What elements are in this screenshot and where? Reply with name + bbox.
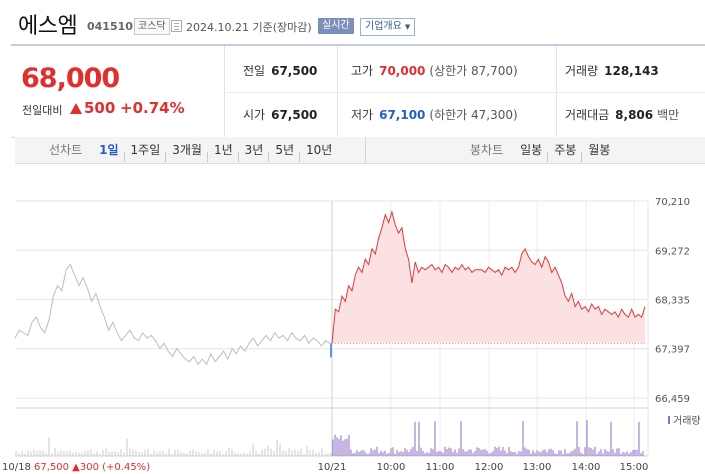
chevron-down-icon: ▼ [404,23,411,31]
volume-legend-swatch [668,416,670,424]
x-tick-label: 10/21 [318,462,347,473]
volume-legend-label: 거래량 [673,415,701,427]
x-tick-label: 14:00 [572,462,601,473]
change-label: 전일대비 [22,104,63,117]
y-tick-label: 67,397 [655,345,690,356]
candle-chart-title: 봉차트 [470,143,504,157]
line-tab-4[interactable]: 3년 [239,143,270,157]
trade-amount: 거래대금 8,806 백만 [565,108,680,122]
candle-tab-1[interactable]: 주봉 [548,143,582,157]
line-tab-1[interactable]: 1주일 [125,143,167,157]
line-tab-3[interactable]: 1년 [208,143,239,157]
y-tick-label: 69,272 [655,246,690,257]
y-tick-label: 70,210 [655,197,690,208]
line-tab-6[interactable]: 10년 [300,143,338,157]
line-tab-5[interactable]: 5년 [269,143,300,157]
today-line [331,210,646,344]
y-tick-label: 66,459 [655,394,690,405]
change-percent: +0.74% [120,99,185,117]
chart-tabbar: 선차트 1일 1주일 3개월 1년 3년 5년 10년 봉차트 일봉 주봉 월봉 [15,137,705,164]
open-price: 시가 67,500 [243,108,318,122]
x-tick-label: 12:00 [475,462,504,473]
market-badge: 코스닥 [134,18,170,35]
low-price: 저가 67,100 (하한가 47,300) [351,108,518,122]
line-chart-tabs: 선차트 1일 1주일 3개월 1년 3년 5년 10년 [49,137,338,164]
realtime-button[interactable]: 실시간 [318,18,354,34]
candle-tab-0[interactable]: 일봉 [520,143,543,157]
change-amount: 500 [70,99,115,117]
current-price-box: 68,000 전일대비 500 +0.74% [11,46,225,138]
quote-date: 2024.10.21 기준(장마감) [186,21,312,34]
line-chart-title: 선차트 [49,143,83,157]
line-tab-0[interactable]: 1일 [99,143,119,157]
volume: 거래량 128,143 [565,64,659,78]
prev-day-line [14,263,331,366]
candle-chart-tabs: 봉차트 일봉 주봉 월봉 [470,137,616,164]
stock-name: 에스엠 [18,14,78,39]
x-tick-label: 15:00 [620,462,649,473]
prev-day-caption: 10/18 67,500 ▲300 (+0.45%) [2,462,150,473]
x-tick-label: 11:00 [426,462,455,473]
prev-close: 전일 67,500 [243,64,318,78]
candle-tab-2[interactable]: 월봉 [582,143,616,157]
stock-header: 에스엠 041510 코스닥 2024.10.21 기준(장마감) 실시간 기업… [0,0,705,44]
calendar-icon [171,20,182,32]
today-area [332,212,645,344]
x-tick-label: 10:00 [377,462,406,473]
price-stats: 전일 67,500 시가 67,500 고가 70,000 (상한가 87,700) 저… [226,46,705,138]
price-summary: 68,000 전일대비 500 +0.74% 전일 67,500 시가 67,500… [11,44,705,138]
intraday-chart: 70,210 69,272 68,335 67,397 66,459 10/21 10:00… [0,164,705,474]
high-price: 고가 70,000 (상한가 87,700) [351,64,518,78]
price-chart-svg: 70,210 69,272 68,335 67,397 66,459 10/21 10:00… [2,197,701,473]
stock-code: 041510 [87,20,133,33]
y-tick-label: 68,335 [655,295,690,306]
up-triangle-icon [70,103,82,114]
current-price: 68,000 [21,63,120,94]
company-overview-dropdown[interactable]: 기업개요 ▼ [360,18,416,36]
line-tab-2[interactable]: 3개월 [166,143,208,157]
x-tick-label: 13:00 [523,462,552,473]
